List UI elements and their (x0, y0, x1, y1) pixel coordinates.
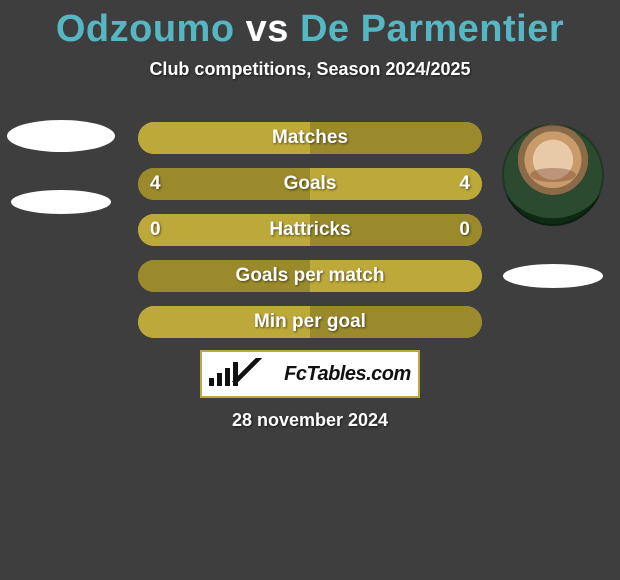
comparison-bar: Hattricks0 0 (138, 214, 482, 246)
bar-label: Min per goal (138, 311, 482, 333)
title-player2: De Parmentier (300, 8, 564, 50)
player2-flag-placeholder (503, 264, 603, 288)
brand-text: FcTables.com (284, 363, 411, 386)
title-player1: Odzoumo (56, 8, 235, 50)
comparison-bar: Min per goal (138, 306, 482, 338)
date-line: 28 november 2024 (0, 410, 620, 431)
page-title: Odzoumo vs De Parmentier (0, 0, 620, 51)
comparison-bars: Matches Goals4 4 Hattricks0 0 Goals per match… (138, 122, 482, 338)
brand-line-icon (244, 362, 278, 386)
bar-value-left: 4 (150, 173, 161, 195)
bar-label: Matches (138, 127, 482, 149)
title-vs: vs (246, 8, 289, 50)
bar-label: Goals (138, 173, 482, 195)
player1-avatar-placeholder (7, 120, 115, 152)
bar-label: Hattricks (138, 219, 482, 241)
subtitle: Club competitions, Season 2024/2025 (0, 59, 620, 80)
comparison-bar: Goals per match (138, 260, 482, 292)
player1-flag-placeholder (11, 190, 111, 214)
player1-avatar-column (6, 120, 116, 214)
bar-value-right: 0 (459, 219, 470, 241)
bar-value-left: 0 (150, 219, 161, 241)
comparison-bar: Goals4 4 (138, 168, 482, 200)
bar-value-right: 4 (459, 173, 470, 195)
player2-avatar-photo (502, 124, 604, 226)
comparison-bar: Matches (138, 122, 482, 154)
brand-box: FcTables.com (200, 350, 420, 398)
bar-label: Goals per match (138, 265, 482, 287)
player2-avatar-column (498, 124, 608, 288)
